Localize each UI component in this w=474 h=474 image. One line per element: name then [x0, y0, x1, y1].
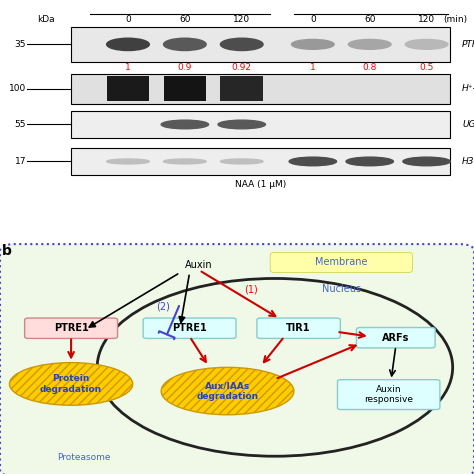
FancyBboxPatch shape — [220, 76, 263, 101]
FancyBboxPatch shape — [71, 111, 450, 138]
Text: Auxin: Auxin — [185, 260, 213, 271]
FancyBboxPatch shape — [143, 318, 236, 338]
FancyBboxPatch shape — [71, 74, 450, 103]
Text: 0.8: 0.8 — [363, 64, 377, 72]
Text: 120: 120 — [233, 15, 250, 24]
Text: Proteasome: Proteasome — [57, 453, 110, 462]
Text: 17: 17 — [15, 157, 26, 166]
Text: 0: 0 — [125, 15, 131, 24]
Text: Auxin
responsive: Auxin responsive — [364, 385, 413, 404]
Text: Aux/IAAs
degradation: Aux/IAAs degradation — [196, 382, 259, 401]
Text: 60: 60 — [364, 15, 375, 24]
Ellipse shape — [107, 38, 149, 51]
FancyBboxPatch shape — [270, 252, 412, 273]
Text: kDa: kDa — [37, 15, 55, 24]
Text: 0.9: 0.9 — [178, 64, 192, 72]
Text: ARFs: ARFs — [382, 333, 410, 343]
Ellipse shape — [220, 159, 263, 164]
Ellipse shape — [346, 157, 393, 166]
Ellipse shape — [164, 159, 206, 164]
Text: H⁺-ATPase: H⁺-ATPase — [462, 84, 474, 93]
Ellipse shape — [220, 38, 263, 51]
Text: PTRE1: PTRE1 — [54, 323, 89, 333]
Ellipse shape — [161, 120, 209, 129]
Text: (2): (2) — [156, 302, 171, 312]
Text: TIR1: TIR1 — [286, 323, 311, 333]
FancyBboxPatch shape — [0, 244, 474, 474]
Ellipse shape — [403, 157, 450, 166]
Text: PTRE1: PTRE1 — [462, 40, 474, 49]
FancyBboxPatch shape — [71, 148, 450, 175]
FancyBboxPatch shape — [71, 27, 450, 62]
Ellipse shape — [9, 363, 133, 405]
Text: b: b — [2, 244, 12, 258]
FancyBboxPatch shape — [164, 76, 206, 101]
FancyBboxPatch shape — [337, 380, 440, 410]
Text: 55: 55 — [15, 120, 26, 129]
Text: 35: 35 — [15, 40, 26, 49]
FancyBboxPatch shape — [107, 76, 149, 101]
Text: PTRE1: PTRE1 — [172, 323, 207, 333]
Text: 0.92: 0.92 — [232, 64, 252, 72]
Text: 1: 1 — [125, 64, 131, 72]
Ellipse shape — [289, 157, 337, 166]
Text: 120: 120 — [418, 15, 435, 24]
Ellipse shape — [218, 120, 265, 129]
Text: (min): (min) — [443, 15, 467, 24]
FancyBboxPatch shape — [257, 318, 340, 338]
Ellipse shape — [97, 278, 453, 456]
Ellipse shape — [292, 39, 334, 49]
Ellipse shape — [348, 39, 391, 49]
FancyBboxPatch shape — [356, 328, 435, 348]
Ellipse shape — [164, 38, 206, 51]
Ellipse shape — [107, 159, 149, 164]
Text: Nucleus: Nucleus — [322, 284, 361, 294]
Ellipse shape — [161, 367, 294, 415]
Text: UGPase: UGPase — [462, 120, 474, 129]
Text: 0: 0 — [310, 15, 316, 24]
Text: H3: H3 — [462, 157, 474, 166]
Text: 0.5: 0.5 — [419, 64, 434, 72]
Text: Protein
degradation: Protein degradation — [40, 374, 102, 393]
FancyBboxPatch shape — [25, 318, 118, 338]
Text: (1): (1) — [244, 284, 258, 294]
Text: Membrane: Membrane — [315, 257, 367, 267]
Ellipse shape — [405, 39, 448, 49]
Text: NAA (1 μM): NAA (1 μM) — [235, 181, 286, 189]
Text: 100: 100 — [9, 84, 26, 93]
Text: 60: 60 — [179, 15, 191, 24]
Text: 1: 1 — [310, 64, 316, 72]
